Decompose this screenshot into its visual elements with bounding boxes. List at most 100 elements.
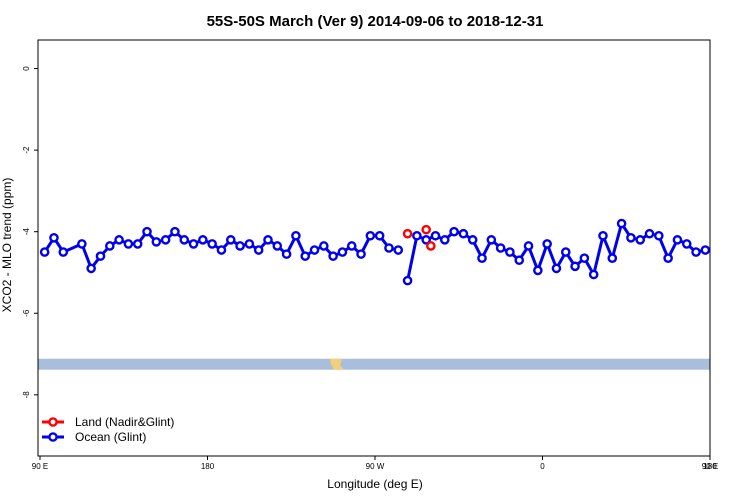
y-tick-label: 0 — [22, 66, 31, 71]
ocean-point — [253, 245, 264, 255]
ocean-point — [598, 230, 608, 241]
ocean-point — [560, 247, 571, 257]
plot-frame — [37, 39, 711, 457]
ocean-point — [235, 241, 245, 251]
ocean-point — [198, 235, 208, 245]
ocean-point — [654, 230, 664, 241]
ocean-point — [291, 230, 301, 241]
ocean-point — [216, 245, 227, 255]
y-tick-label: -2 — [22, 146, 31, 154]
ocean-point — [281, 249, 292, 259]
ocean-point — [588, 269, 599, 280]
ocean-point — [700, 245, 710, 255]
ocean-point — [170, 226, 180, 237]
ocean-point — [300, 251, 311, 261]
ocean-point — [356, 249, 366, 259]
ocean-point — [720, 234, 727, 241]
ocean-point — [151, 237, 162, 247]
band-land-marks — [330, 358, 344, 370]
ocean-point — [49, 233, 59, 243]
ocean-point — [505, 247, 515, 257]
ocean-point — [458, 228, 469, 239]
ocean-point — [691, 247, 701, 257]
x-tick-label: 90 E — [32, 462, 48, 471]
x-tick-label: 180 — [703, 462, 717, 471]
ocean-point — [439, 235, 450, 245]
land-point — [426, 241, 436, 251]
latitude-band — [38, 358, 710, 370]
x-tick-label: 180 — [201, 462, 215, 471]
chart-title: 55S-50S March (Ver 9) 2014-09-06 to 2018… — [207, 13, 544, 30]
legend-swatch-marker — [48, 417, 58, 427]
ocean-point — [393, 245, 404, 255]
ocean-point — [430, 230, 441, 241]
ocean-point — [730, 248, 737, 255]
x-tick-label: 90 E — [702, 462, 718, 471]
ocean-point — [104, 241, 115, 251]
legend-label: Ocean (Glint) — [75, 430, 146, 444]
ocean-point — [365, 230, 376, 241]
ocean-point — [328, 251, 338, 261]
ocean-point — [477, 253, 487, 263]
ocean-point — [132, 239, 143, 249]
ocean-point — [244, 239, 255, 249]
ocean-point — [39, 247, 50, 257]
ocean-point — [579, 253, 590, 263]
ocean-point — [644, 228, 655, 239]
ocean-point — [672, 235, 683, 245]
ocean-point — [739, 240, 746, 247]
land-point — [402, 228, 413, 239]
y-tick-label: -6 — [22, 309, 31, 317]
ocean-point — [346, 241, 357, 251]
series-clip-group — [39, 218, 750, 286]
y-tick-label: -8 — [22, 391, 31, 399]
ocean-point — [681, 239, 692, 249]
y-axis: 0 -2 -4 -6 -8 — [22, 66, 38, 399]
ocean-point — [616, 218, 627, 229]
x-tick-label: 0 — [540, 462, 545, 471]
ocean-point — [421, 235, 431, 245]
ocean-point — [319, 241, 329, 251]
ocean-point — [551, 263, 562, 274]
ocean-point — [514, 255, 525, 266]
ocean-point — [309, 245, 320, 255]
ocean-point — [114, 235, 124, 245]
ocean-point — [225, 235, 236, 245]
ocean-point — [58, 247, 69, 257]
ocean-point — [77, 239, 87, 249]
land-point — [421, 224, 431, 235]
ocean-series-line — [715, 232, 750, 269]
ocean-point — [523, 241, 534, 251]
ocean-point — [142, 226, 152, 237]
ocean-point — [337, 247, 348, 257]
ocean-point — [626, 233, 636, 243]
plot-area — [38, 358, 710, 370]
y-axis-label: XCO2 - MLO trend (ppm) — [0, 178, 14, 313]
ocean-point — [384, 243, 394, 253]
ocean-point — [402, 275, 413, 286]
ocean-point — [374, 230, 385, 241]
ocean-point — [207, 239, 217, 249]
ocean-point — [86, 263, 96, 274]
ocean-point — [486, 235, 497, 245]
ocean-point — [635, 235, 646, 245]
legend: Land (Nadir&Glint)Ocean (Glint) — [42, 415, 174, 444]
ocean-point — [467, 235, 478, 245]
ocean-point — [495, 243, 506, 253]
x-tick-label: 90 W — [366, 462, 385, 471]
ocean-point — [179, 235, 190, 245]
ocean-point — [123, 239, 134, 249]
ocean-point — [188, 239, 199, 249]
legend-swatch-marker — [48, 432, 58, 442]
ocean-point — [263, 235, 273, 245]
series-layer — [39, 218, 750, 286]
ocean-point — [663, 253, 673, 263]
ocean-point — [449, 226, 459, 237]
ocean-point — [95, 251, 106, 261]
ocean-point — [533, 265, 543, 276]
ocean-point — [272, 241, 283, 251]
ocean-point — [412, 230, 422, 241]
ocean-point — [607, 253, 618, 263]
ocean-point — [160, 235, 171, 245]
